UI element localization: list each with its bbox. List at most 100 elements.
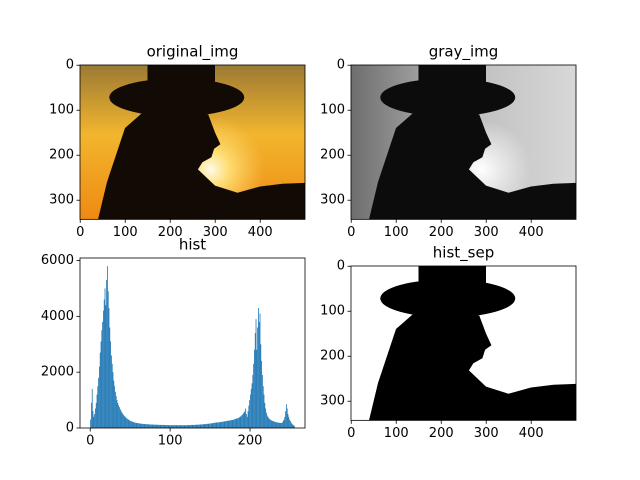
hist-bar [232, 419, 234, 428]
hist-bar [263, 394, 265, 428]
x-tick-label: 100 [113, 225, 138, 240]
hist-bar [121, 412, 123, 428]
hist-bar [226, 421, 227, 428]
hist-bar [281, 422, 283, 428]
hist-bar [158, 424, 159, 428]
hist-bar [242, 414, 243, 428]
hist-bar [288, 416, 290, 428]
x-tick-label: 0 [347, 225, 355, 240]
hist-bar [291, 423, 293, 428]
hist-bar [130, 421, 131, 428]
hist-bar [190, 424, 192, 428]
hist-bar [256, 349, 258, 428]
y-tick-label: 0 [337, 259, 345, 274]
hist-bar [268, 418, 270, 428]
hist-bar [130, 421, 132, 428]
hist-bar [162, 424, 164, 428]
hist-bar [224, 421, 226, 428]
hist-bar [279, 422, 281, 428]
hist-bar [217, 422, 219, 428]
hist-bar [221, 421, 223, 428]
hist-bar [261, 361, 263, 428]
y-tick-label: 200 [320, 349, 345, 364]
hist-bar [164, 425, 166, 428]
y-tick-label: 4000 [41, 309, 74, 324]
hist-bar [165, 425, 167, 428]
hist-bar [190, 425, 191, 428]
hist-bar [193, 424, 195, 428]
hist-bar [273, 421, 275, 428]
hist-bar [278, 422, 280, 428]
hist-bar [155, 424, 157, 428]
hist-bar [144, 424, 146, 428]
hist-bar [206, 423, 207, 428]
hist-bar [245, 408, 247, 428]
hist-bar [151, 424, 153, 428]
hist-bar [280, 422, 282, 428]
hist-bar [108, 307, 110, 428]
y-tick-label: 100 [320, 103, 345, 118]
binary-image [351, 266, 576, 421]
hist-bar [171, 425, 173, 428]
hist-bar [210, 423, 211, 428]
hist-bar [293, 425, 295, 428]
hist-bar [234, 419, 235, 428]
y-tick-label: 300 [320, 193, 345, 208]
hist-bar [220, 421, 222, 428]
hist-bar [194, 424, 195, 428]
hist-bar [127, 419, 129, 428]
hist-bar [276, 422, 278, 428]
hist-bar [203, 424, 205, 428]
hist-bar [112, 372, 114, 428]
hist-bar [118, 405, 119, 428]
hist-bar [90, 419, 92, 428]
hist-bar [118, 407, 120, 428]
hist-bar [258, 321, 260, 428]
hist-bar [160, 424, 162, 428]
hist-bar [140, 423, 142, 428]
hist-bar [233, 419, 235, 428]
hist-bar [258, 307, 259, 428]
hist-bar [91, 388, 93, 428]
hist-bar [99, 366, 100, 428]
x-tick-label: 200 [429, 225, 454, 240]
hist-bar [114, 386, 115, 428]
hist-bar [202, 424, 204, 428]
hist-bar [218, 422, 220, 428]
hist-bar [109, 327, 111, 428]
hist-bar [231, 420, 233, 428]
hist-bar [240, 416, 242, 428]
hist-bar [239, 416, 241, 428]
x-tick-label: 400 [248, 225, 273, 240]
hist-bar [98, 377, 100, 428]
hist-bar [284, 416, 286, 428]
hist-bar [161, 424, 163, 428]
y-tick-label: 0 [66, 58, 74, 73]
hist-bar [99, 352, 101, 428]
hist-bar [107, 291, 109, 428]
hist-bar [104, 288, 106, 428]
hist-bar [154, 424, 156, 428]
hist-bar [188, 425, 190, 428]
subplot-title: hist_sep [433, 244, 494, 263]
x-tick-label: 300 [474, 225, 499, 240]
hist-bar [131, 421, 133, 428]
hist-bar [142, 423, 144, 428]
hist-bar [170, 425, 172, 428]
hist-bar [135, 422, 137, 428]
hist-bar [253, 363, 255, 428]
hist-bar [289, 421, 291, 428]
x-tick-label: 200 [238, 434, 263, 449]
hist-bar [270, 420, 272, 428]
hist-bar [126, 418, 127, 428]
subplot-title: hist [179, 236, 206, 254]
hist-bar [101, 330, 103, 428]
hist-bar [274, 421, 276, 428]
hist-bar [260, 344, 262, 428]
hist-bar [103, 310, 104, 428]
original-image [80, 65, 305, 224]
axes-frame [350, 64, 577, 220]
hist-bar [173, 425, 175, 428]
